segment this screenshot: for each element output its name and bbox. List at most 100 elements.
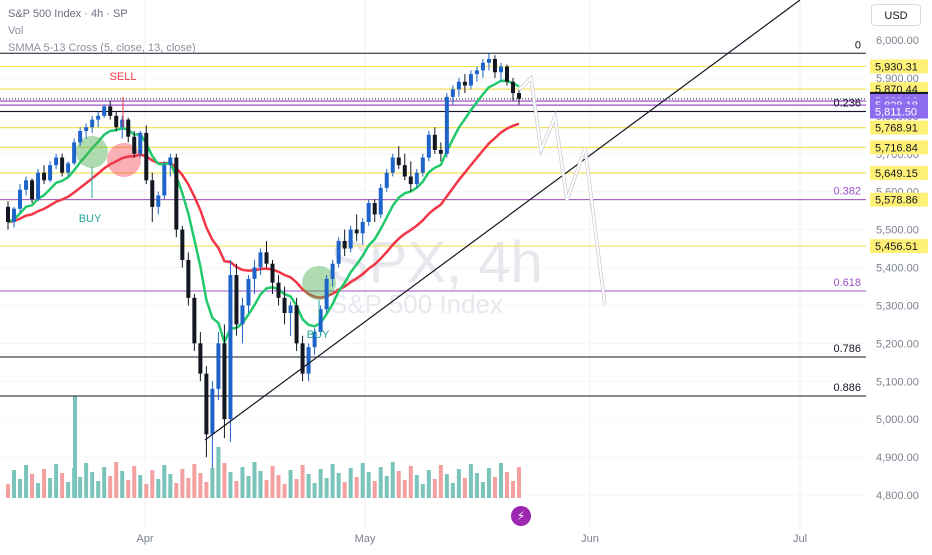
candle-body <box>318 309 323 332</box>
volume-bar <box>474 473 479 498</box>
price-tag <box>870 192 928 207</box>
volume-bar <box>90 472 95 498</box>
candle-body <box>162 165 167 196</box>
volume-bar <box>198 473 203 498</box>
candle-body <box>282 297 287 313</box>
volume-bar <box>420 484 425 498</box>
candle-body <box>498 66 503 73</box>
volume-bar <box>66 482 71 498</box>
candle-body <box>60 157 65 173</box>
candle-body <box>288 305 293 313</box>
volume-bar <box>312 483 317 498</box>
lightning-icon[interactable]: ⚡ <box>511 506 531 526</box>
candle-body <box>198 343 203 374</box>
volume-bar <box>480 482 485 498</box>
volume-bar <box>108 476 113 498</box>
candle-body <box>486 58 491 63</box>
volume-bar <box>114 462 119 498</box>
candle-body <box>517 93 521 99</box>
volume-bar <box>84 463 89 498</box>
volume-bar <box>270 466 275 498</box>
volume-bar <box>402 480 407 498</box>
fib-level-label: 0.236 <box>833 97 861 109</box>
fib-level-label: 0.618 <box>833 277 861 289</box>
candle-body <box>6 206 10 222</box>
volume-bar <box>438 465 443 498</box>
candle-body <box>480 62 485 71</box>
candle-body <box>492 58 497 73</box>
fib-level-label: 0.786 <box>833 343 861 355</box>
y-tick-label: 5,300.00 <box>876 300 919 312</box>
volume-bar <box>204 482 209 498</box>
x-tick-label: Jul <box>793 533 807 545</box>
candle-body <box>216 343 221 389</box>
volume-bar <box>168 474 173 498</box>
y-tick-label: 5,500.00 <box>876 225 919 237</box>
candle-body <box>360 222 365 234</box>
volume-bar <box>504 472 509 498</box>
volume-bar <box>162 465 167 498</box>
price-tag-label: 5,716.84 <box>875 142 918 154</box>
candle-body <box>240 305 245 325</box>
cross-marker <box>76 136 108 168</box>
volume-bar <box>180 469 185 498</box>
volume-bar <box>258 471 263 498</box>
candle-body <box>54 157 59 166</box>
price-tag <box>870 166 928 181</box>
volume-bar <box>306 474 311 498</box>
candle-body <box>168 157 173 166</box>
watermark-name: S&P 500 Index <box>330 289 503 319</box>
volume-bar <box>372 481 377 498</box>
volume-bar <box>126 480 131 498</box>
candle-body <box>192 297 197 344</box>
volume-bar <box>360 463 365 498</box>
volume-bar <box>228 472 233 498</box>
candle-body <box>96 115 101 120</box>
candle-body <box>144 132 149 181</box>
candle-body <box>384 172 389 188</box>
candle-body <box>390 157 395 173</box>
volume-bar <box>276 475 281 498</box>
volume-bar <box>390 462 395 498</box>
candle-body <box>264 252 269 264</box>
candle-body <box>432 134 437 150</box>
volume-bar <box>186 478 191 498</box>
volume-bar <box>36 483 41 498</box>
volume-bar <box>294 479 299 498</box>
y-tick-label: 5,000.00 <box>876 414 919 426</box>
candle-body <box>180 229 185 260</box>
x-tick-label: Apr <box>136 533 153 545</box>
candle-body <box>444 96 449 154</box>
candle-body <box>78 131 83 143</box>
candle-body <box>426 134 431 158</box>
candle-body <box>12 208 17 222</box>
candle-body <box>396 157 401 166</box>
volume-bar <box>300 465 305 498</box>
candle-body <box>372 203 377 215</box>
volume-bar <box>510 481 515 498</box>
volume-bar <box>78 477 83 498</box>
candle-body <box>456 81 461 90</box>
y-tick-label: 4,900.00 <box>876 452 919 464</box>
price-tag <box>870 239 928 254</box>
chart-legend: S&P 500 Index · 4h · SP Vol SMMA 5-13 Cr… <box>8 6 196 57</box>
volume-bar <box>366 472 371 498</box>
signal-label: BUY <box>79 213 102 225</box>
currency-button[interactable]: USD <box>871 4 921 26</box>
candle-body <box>276 282 281 298</box>
x-tick-label: May <box>355 533 376 545</box>
watermark-ticker: SPX, 4h <box>330 230 543 295</box>
price-tag <box>870 104 928 119</box>
candle-body <box>24 180 29 190</box>
y-tick-label: 5,400.00 <box>876 263 919 275</box>
volume-bar <box>12 470 17 498</box>
price-tag-label: 5,578.86 <box>875 195 918 207</box>
candle-body <box>450 89 455 97</box>
price-tag-label: 5,456.51 <box>875 241 918 253</box>
candle-body <box>474 70 479 75</box>
volume-bar <box>282 484 287 498</box>
candle-body <box>348 229 353 249</box>
candle-body <box>120 119 125 128</box>
